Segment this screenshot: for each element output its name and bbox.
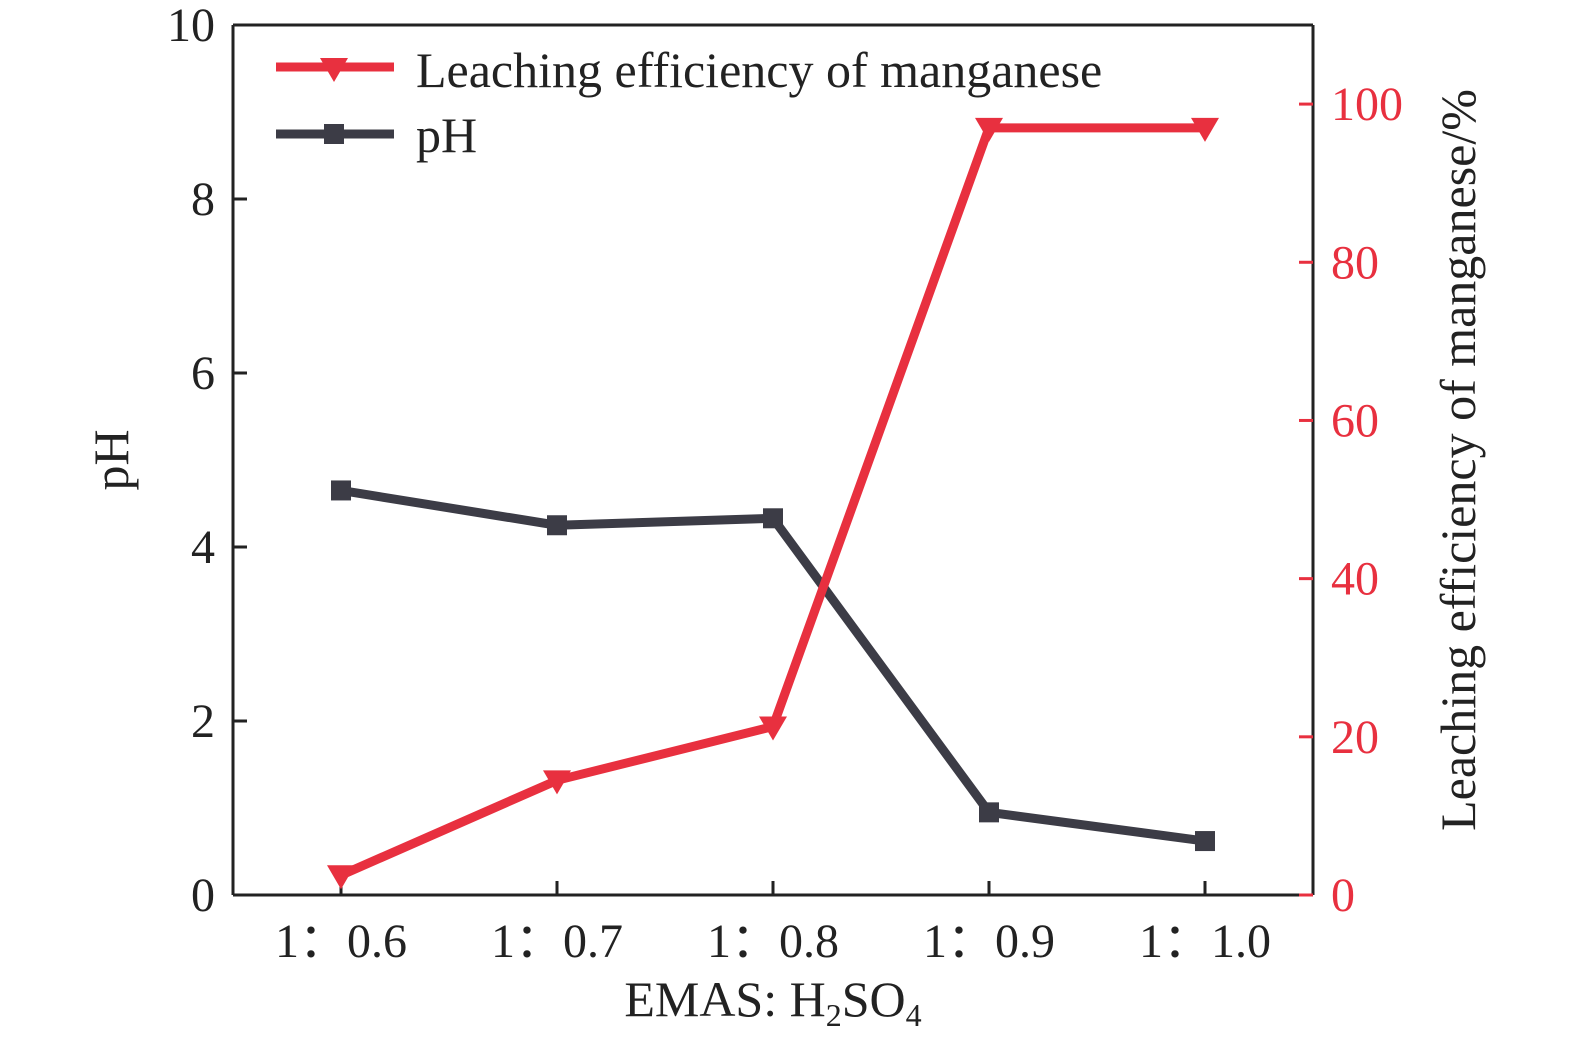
y-right-tick-label: 40	[1331, 553, 1379, 606]
series-line-ph	[340, 486, 1206, 846]
data-point-ph	[763, 508, 783, 529]
x-tick-label: 1：0.6	[275, 915, 407, 968]
legend-marker-ph	[324, 124, 344, 144]
series-line-leaching	[339, 123, 1205, 880]
y-left-tick-label: 6	[191, 347, 215, 400]
legend: Leaching efficiency of manganese pH	[276, 42, 1102, 163]
data-point-leaching	[327, 865, 355, 890]
data-point-ph	[331, 480, 351, 501]
y-left-tick-label: 2	[191, 695, 215, 748]
legend-item-ph: pH	[276, 107, 477, 163]
legend-item-leaching: Leaching efficiency of manganese	[276, 42, 1102, 98]
y-right-axis-title: Leaching efficiency of manganese/%	[1430, 89, 1486, 831]
x-tick-label: 1：0.7	[491, 915, 623, 968]
x-tick-label: 1：0.8	[707, 915, 839, 968]
series-ph	[331, 480, 1215, 852]
y-left-axis-title: pH	[83, 429, 139, 490]
data-point-ph	[979, 802, 999, 823]
y-left-tick-label: 0	[191, 869, 215, 922]
data-point-ph	[547, 515, 567, 536]
legend-label-ph: pH	[416, 107, 477, 163]
data-point-leaching	[975, 117, 1003, 142]
x-tick-label: 1：1.0	[1139, 915, 1271, 968]
x-axis-title: EMAS: H2SO4	[624, 971, 921, 1033]
y-right-tick-label: 20	[1331, 711, 1379, 764]
data-point-leaching	[543, 770, 571, 795]
y-right-tick-label: 100	[1331, 78, 1403, 131]
series-leaching	[327, 117, 1219, 890]
y-left-tick-label: 8	[191, 173, 215, 226]
y-left-tick-label: 10	[167, 0, 215, 52]
y-right-tick-label: 60	[1331, 394, 1379, 447]
data-point-ph	[1195, 831, 1215, 852]
data-point-leaching	[1191, 117, 1219, 142]
legend-marker-leaching	[320, 58, 348, 82]
legend-label-leaching: Leaching efficiency of manganese	[416, 42, 1102, 98]
series-layer	[327, 117, 1219, 890]
y-left-tick-label: 4	[191, 521, 215, 574]
y-right-tick-label: 80	[1331, 236, 1379, 289]
data-point-leaching	[759, 716, 787, 741]
y-right-tick-label: 0	[1331, 869, 1355, 922]
x-tick-label: 1：0.9	[923, 915, 1055, 968]
plot-frame	[231, 23, 1315, 897]
